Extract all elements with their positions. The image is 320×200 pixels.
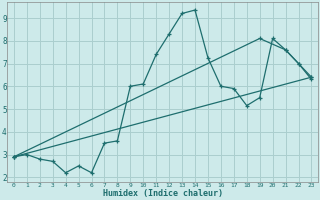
X-axis label: Humidex (Indice chaleur): Humidex (Indice chaleur) (103, 189, 223, 198)
